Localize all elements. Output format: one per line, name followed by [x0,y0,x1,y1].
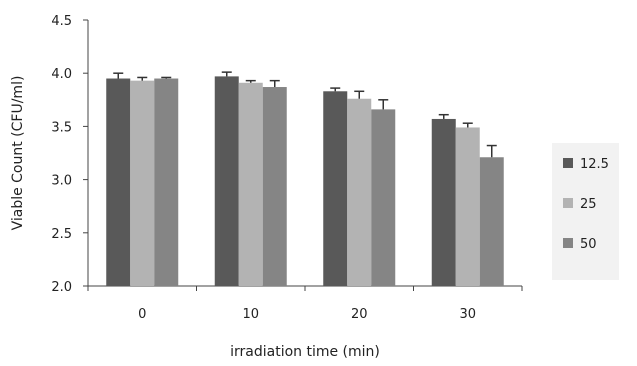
legend-swatch [563,158,573,168]
bar [262,87,287,286]
x-tick-label: 30 [459,307,476,322]
x-tick-label: 20 [351,307,368,322]
y-tick-label: 3.0 [51,174,72,189]
y-tick-label: 2.5 [51,227,72,242]
y-axis-ticks: 2.0 2.5 3.0 3.5 4.0 4.5 [51,14,88,295]
bar [238,82,263,286]
y-tick-label: 3.5 [51,120,72,135]
legend-swatch [563,238,573,248]
legend-label: 50 [580,237,597,252]
x-axis-ticks: 0 10 20 30 [87,286,523,322]
y-tick-label: 4.5 [51,14,72,29]
legend-label: 25 [580,197,597,212]
bar [130,80,155,286]
bar [214,76,239,286]
x-tick-label: 0 [138,307,146,322]
bar [154,78,179,287]
legend: 12.5 25 50 [552,143,619,280]
bar [431,118,456,287]
y-tick-label: 4.0 [51,67,72,82]
y-axis-title: Viable Count (CFU/ml) [10,76,26,231]
plot-area: 2.0 2.5 3.0 3.5 4.0 4.5 0 10 20 30 [51,14,523,322]
bars-group [106,71,504,287]
bar [323,91,348,287]
bar [106,78,131,287]
bar [371,109,396,286]
legend-label: 12.5 [580,157,609,172]
x-tick-label: 10 [242,307,259,322]
bar [455,127,480,287]
legend-swatch [563,198,573,208]
bar [479,157,504,286]
bar [347,98,372,287]
y-tick-label: 2.0 [51,280,72,295]
x-axis-title: irradiation time (min) [230,344,380,360]
